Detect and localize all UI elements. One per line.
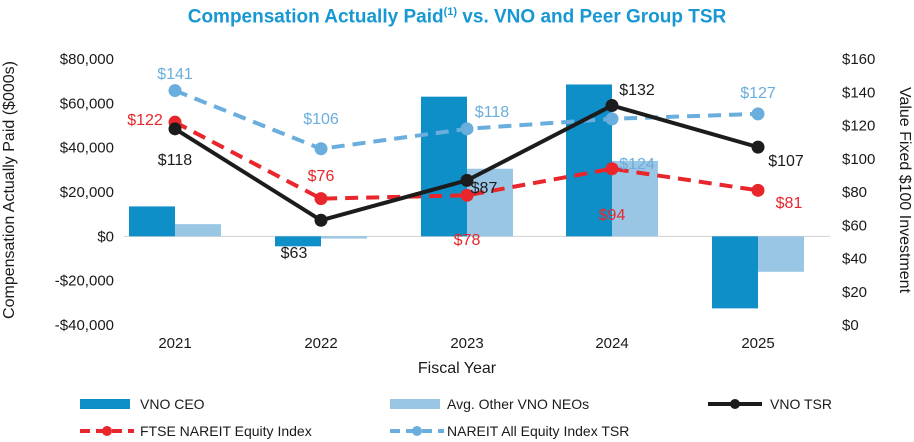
ftse-nareit-label-2024: $94	[599, 207, 626, 224]
x-tick-label: 2021	[158, 335, 191, 352]
y-axis-title: Compensation Actually Paid ($000s)	[1, 61, 18, 319]
y2-tick-label: $60	[842, 217, 867, 234]
nareit-all-label-2024: $124	[619, 156, 655, 173]
legend-vno-ceo-label: VNO CEO	[140, 396, 205, 412]
vno-tsr-label-2021: $118	[158, 152, 193, 169]
bar-neos-2022	[321, 236, 367, 239]
bar-ceo-2021	[129, 206, 175, 237]
nareit-all-point-2022	[314, 142, 328, 156]
vno-tsr-point-2025	[751, 140, 765, 154]
ftse-nareit-label-2022: $76	[308, 168, 335, 185]
nareit-all-point-2023	[460, 122, 474, 136]
legend-avg-neos-swatch	[390, 399, 440, 409]
ftse-nareit-line	[174, 120, 759, 201]
ftse-nareit-point-2022	[314, 192, 328, 206]
x-tick-label: 2024	[595, 335, 628, 352]
x-axis-title: Fiscal Year	[418, 360, 497, 377]
vno-tsr-label-2022: $63	[281, 245, 308, 262]
legend-avg-neos-label: Avg. Other VNO NEOs	[447, 396, 589, 412]
legend-vno-tsr-marker	[730, 399, 740, 409]
y-tick-label: -$40,000	[55, 317, 114, 334]
legend-nareit-all-marker	[412, 426, 422, 436]
bar-neos-2025	[758, 236, 804, 272]
y2-tick-label: $0	[842, 317, 859, 334]
chart-title-suffix: vs. VNO and Peer Group TSR	[457, 6, 727, 28]
y-tick-label: $20,000	[60, 184, 114, 201]
vno-tsr-point-2021	[168, 122, 182, 136]
y2-axis-title: Value Fixed $100 Investment	[896, 87, 913, 294]
ftse-nareit-label-2023: $78	[454, 232, 481, 249]
y-tick-label: $60,000	[60, 95, 114, 112]
nareit-all-label-2023: $118	[475, 104, 510, 121]
bar-ceo-2025	[712, 236, 758, 309]
vno-tsr-point-2023	[460, 173, 474, 187]
bar-neos-2023	[467, 168, 513, 237]
x-tick-label: 2025	[741, 335, 774, 352]
ftse-nareit-point-2025	[751, 183, 765, 197]
nareit-all-label-2025: $127	[740, 85, 776, 102]
legend-ftse-nareit-marker	[102, 426, 112, 436]
vno-tsr-point-2024	[605, 99, 619, 113]
bar-neos-2024	[612, 160, 658, 237]
nareit-all-point-2024	[605, 112, 619, 126]
nareit-all-label-2022: $106	[303, 111, 339, 128]
vno-tsr-label-2025: $107	[768, 153, 804, 170]
legend-nareit-all-label: NAREIT All Equity Index TSR	[447, 423, 629, 439]
nareit-all-point-2021	[168, 84, 182, 98]
y2-tick-label: $100	[842, 151, 875, 168]
y2-tick-label: $80	[842, 184, 867, 201]
chart-title: Compensation Actually Paid(1) vs. VNO an…	[0, 6, 914, 28]
legend-ftse-nareit-label: FTSE NAREIT Equity Index	[140, 423, 312, 439]
y-tick-label: $0	[97, 228, 114, 245]
ftse-nareit-label-2025: $81	[776, 195, 803, 212]
x-tick-label: 2022	[304, 335, 337, 352]
bar-neos-2021	[175, 224, 221, 237]
bar-ceo-2022	[275, 236, 321, 247]
nareit-all-label-2021: $141	[157, 66, 193, 83]
y-tick-label: $40,000	[60, 140, 114, 157]
legend-vno-ceo-swatch	[80, 399, 130, 409]
y2-tick-label: $160	[842, 51, 875, 68]
y2-tick-label: $40	[842, 251, 867, 268]
y2-tick-label: $20	[842, 284, 867, 301]
legend-vno-tsr-label: VNO TSR	[770, 396, 832, 412]
nareit-all-point-2025	[751, 107, 765, 121]
bar-ceo-2023	[421, 96, 467, 237]
y2-tick-label: $120	[842, 118, 875, 135]
vno-tsr-label-2024: $132	[619, 82, 655, 99]
ftse-nareit-point-2024	[605, 162, 619, 176]
y-tick-label: -$20,000	[55, 273, 114, 290]
y2-tick-label: $140	[842, 84, 875, 101]
y-tick-label: $80,000	[60, 51, 114, 68]
ftse-nareit-point-2023	[460, 188, 474, 202]
vno-tsr-label-2023: $87	[471, 180, 498, 197]
chart-title-main: Compensation Actually Paid	[187, 6, 444, 28]
vno-tsr-point-2022	[314, 213, 328, 227]
x-tick-label: 2023	[450, 335, 483, 352]
chart-title-superscript: (1)	[443, 6, 458, 18]
ftse-nareit-label-2021: $122	[127, 112, 163, 129]
